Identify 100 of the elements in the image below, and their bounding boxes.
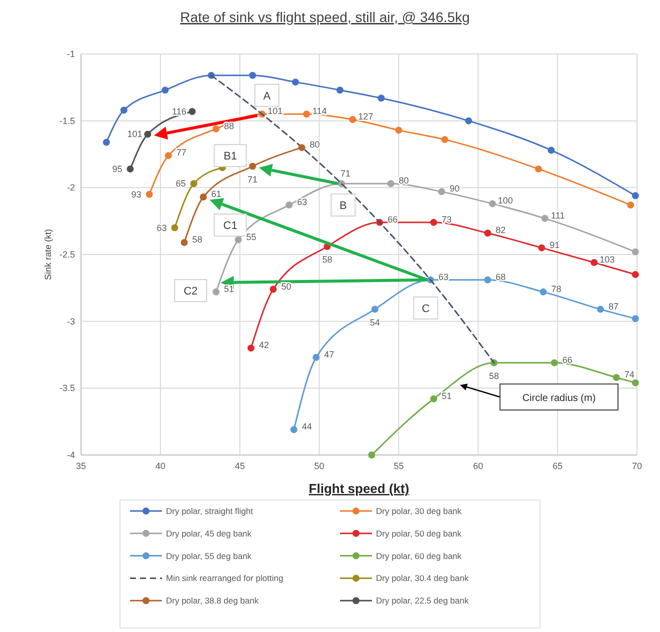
annotation: 58 (489, 370, 500, 381)
point (249, 162, 256, 170)
annotation: 80 (398, 176, 409, 186)
annotation: B (339, 200, 347, 212)
annotation: 127 (358, 111, 374, 122)
point (632, 271, 639, 278)
annotation: 42 (258, 340, 269, 350)
annotation: Circle radius (m) (522, 393, 596, 404)
annotation: 54 (370, 317, 380, 328)
annotation: 65 (176, 178, 186, 189)
annotation: 51 (224, 284, 234, 294)
point (180, 238, 188, 246)
annotation: 78 (551, 284, 562, 294)
point (540, 288, 547, 296)
point (298, 144, 306, 152)
annotation: 87 (608, 301, 618, 312)
legend-label: Min sink rearranged for plotting (166, 573, 284, 584)
point (632, 315, 639, 322)
point (212, 125, 220, 132)
annotation: 58 (322, 254, 332, 264)
annotation: 103 (600, 254, 615, 265)
annotation: 58 (192, 234, 202, 244)
annotation: 63 (156, 222, 167, 233)
annotation: 44 (302, 422, 312, 432)
point (336, 86, 344, 94)
x-tick-label: 35 (76, 461, 86, 471)
annotation: 73 (442, 214, 452, 224)
point (395, 126, 402, 134)
annotation: 91 (550, 240, 560, 250)
y-tick-label: -3 (66, 316, 75, 326)
point (292, 78, 299, 86)
point (632, 379, 639, 386)
x-tick-label: 45 (234, 461, 245, 471)
point (171, 224, 178, 232)
annotation: 51 (442, 390, 452, 401)
annotation: 77 (176, 148, 186, 158)
point (488, 200, 496, 208)
annotation: 82 (496, 225, 506, 236)
annotation: 100 (498, 196, 513, 206)
x-tick-label: 60 (473, 461, 484, 471)
point (164, 152, 172, 160)
point (368, 452, 376, 458)
legend-label: Dry polar, 30.4 deg bank (376, 573, 470, 584)
point (465, 117, 472, 124)
x-tick-label: 40 (155, 461, 166, 471)
annotation: 93 (131, 189, 142, 200)
point (126, 165, 134, 172)
point (120, 106, 128, 114)
point (548, 146, 555, 154)
point (387, 180, 394, 188)
point (612, 374, 620, 381)
annotation: B1 (224, 150, 238, 163)
point (188, 108, 196, 115)
annotation: 71 (340, 168, 351, 179)
y-tick-label: -3.5 (59, 383, 75, 394)
x-axis-title: Flight speed (kt) (308, 481, 410, 496)
point (312, 354, 320, 361)
legend-label: Dry polar, straight flight (166, 506, 254, 516)
point (541, 214, 548, 222)
point (270, 286, 277, 293)
point (162, 86, 169, 94)
point (349, 116, 356, 123)
y-tick-label: -1.5 (59, 116, 75, 126)
annotation: A (263, 90, 272, 102)
legend-label: Dry polar, 30 deg bank (376, 506, 462, 516)
annotation: 68 (496, 272, 506, 282)
point (538, 244, 546, 252)
point (632, 248, 639, 256)
point (632, 192, 639, 200)
annotation: 88 (224, 120, 234, 131)
point (535, 165, 542, 172)
y-tick-label: -2.5 (59, 250, 75, 260)
annotation: 50 (281, 281, 292, 292)
x-tick-label: 65 (552, 461, 563, 471)
point (371, 306, 378, 313)
annotation: C2 (184, 286, 198, 298)
point (234, 236, 242, 244)
chart-title: Rate of sink vs flight speed, still air, @ 346.5kg (180, 9, 470, 25)
point (290, 426, 298, 434)
x-tick-label: 70 (632, 461, 642, 471)
point (430, 395, 438, 402)
point (249, 72, 256, 79)
annotation: 95 (112, 164, 122, 174)
point (102, 138, 110, 146)
x-tick-label: 50 (314, 461, 324, 471)
annotation: 55 (246, 232, 256, 242)
point (430, 218, 438, 226)
point (200, 194, 207, 201)
point (590, 259, 598, 266)
point (438, 188, 446, 196)
point (146, 190, 153, 198)
y-tick-label: -2 (66, 182, 75, 193)
point (441, 136, 448, 144)
point (550, 359, 558, 366)
annotation: 90 (450, 184, 460, 194)
legend-label: Dry polar, 60 deg bank (376, 550, 462, 561)
x-tick-label: 55 (394, 461, 404, 471)
point (190, 180, 198, 188)
point (596, 306, 604, 313)
point (627, 202, 634, 209)
